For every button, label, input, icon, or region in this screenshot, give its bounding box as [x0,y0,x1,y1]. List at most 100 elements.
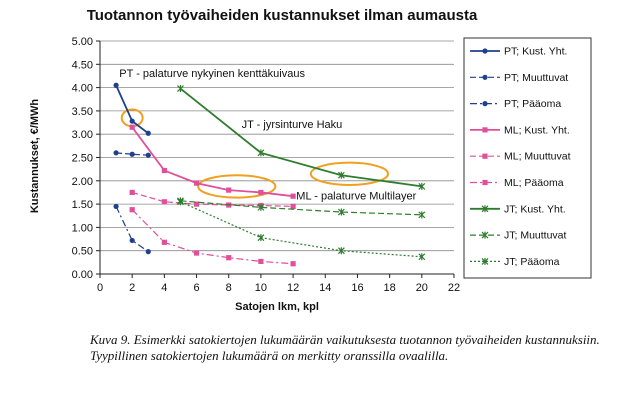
legend-item: JT; Kust. Yht. [470,203,566,215]
data-point [257,149,265,157]
data-point [258,258,264,265]
data-point [418,211,426,219]
legend-marker [482,179,488,186]
series-8 [177,198,426,261]
data-point [113,150,119,156]
data-point [418,182,426,190]
data-point [258,189,264,196]
series-6 [177,85,426,190]
legend-marker [481,231,489,239]
x-tick-label: 20 [416,282,428,294]
x-tick-label: 6 [193,282,199,294]
data-point [257,203,265,211]
x-tick-label: 16 [351,282,363,294]
legend-marker [481,205,489,213]
highlight-oval [309,161,390,186]
legend-item: PT; Pääoma [470,98,561,110]
data-point [129,189,135,196]
data-point [129,118,135,124]
legend-marker [481,257,489,265]
data-point [113,203,119,210]
y-tick-label: 1.50 [72,199,93,211]
legend-item: PT; Muuttuvat [470,72,568,84]
data-point [145,249,151,255]
data-point [290,193,296,199]
y-axis-title: Kustannukset, €/MWh [29,99,41,214]
series-line [179,87,422,188]
data-point [290,261,296,267]
legend-label: ML; Kust. Yht. [504,124,570,136]
legend-item: ML; Muuttuvat [470,151,571,163]
data-point [161,239,167,245]
series-0 [113,82,151,136]
figure-caption: Kuva 9. Esimerkki satokiertojen lukumäär… [90,332,600,363]
x-axis-title: Satojen lkm, kpl [235,301,319,313]
legend-label: JT; Muuttuvat [504,230,567,242]
x-tick-label: 18 [384,282,396,294]
chart-annotation: PT - palaturve nykyinen kenttäkuivaus [119,68,305,80]
legend: PT; Kust. Yht. PT; Muuttuvat PT; Pääoma ML;… [463,37,592,279]
data-point [257,234,265,242]
x-tick-label: 8 [226,282,232,294]
data-point [226,187,232,193]
x-tick-label: 4 [161,282,167,294]
data-point [161,167,167,174]
legend-label: PT; Muuttuvat [504,72,568,84]
data-point [226,255,232,261]
legend-label: PT; Pääoma [504,98,561,110]
cost-chart: Tuotannon työvaiheiden kustannukset ilma… [29,7,592,313]
legend-label: ML; Muuttuvat [504,151,571,163]
data-point [193,201,200,207]
legend-marker [482,74,488,80]
chart-title: Tuotannon työvaiheiden kustannukset ilma… [87,7,478,24]
x-tick-label: 2 [129,282,135,294]
series-2 [113,203,151,255]
series-layer [113,82,426,267]
legend-label: ML; Pääoma [504,177,564,189]
x-tick-label: 14 [319,282,331,294]
data-point [177,85,184,93]
series-1 [113,150,151,158]
data-point [337,171,345,179]
data-point [113,82,119,88]
y-tick-label: 4.50 [72,59,93,71]
y-tick-label: 4.00 [72,83,93,95]
legend-item: ML; Kust. Yht. [470,124,570,136]
x-tick-label: 12 [287,282,299,294]
series-7 [177,197,426,219]
series-line [132,191,294,208]
data-point [418,253,426,261]
y-tick-label: 1.00 [72,222,93,234]
data-point [145,152,151,158]
series-3 [129,124,296,199]
data-point [337,247,345,255]
data-point [129,207,135,213]
data-point [161,199,167,205]
series-line [131,126,294,198]
data-point [193,180,200,186]
highlight-oval [120,108,144,128]
x-tick-label: 10 [255,282,267,294]
y-tick-label: 3.00 [72,129,93,141]
data-point [129,237,135,244]
data-point [129,124,135,130]
y-tick-label: 2.50 [72,153,93,165]
data-point [129,151,135,157]
legend-label: JT; Kust. Yht. [504,203,566,215]
series-line [115,206,149,253]
series-5 [129,207,296,267]
legend-marker [482,101,488,107]
series-line [131,209,294,265]
series-line [180,201,422,258]
highlight-ovals [120,108,390,199]
chart-annotation: JT - jyrsinturve Haku [242,119,343,131]
y-tick-label: 3.50 [72,106,93,118]
data-point [193,250,200,256]
legend-label: JT; Pääoma [504,256,560,268]
x-tick-label: 0 [97,282,103,294]
legend-marker [482,127,488,133]
x-tick-label: 22 [448,282,460,294]
legend-marker [482,153,488,159]
axes: 0.00 0.50 1.00 1.50 2.00 2.50 3.00 3.50 4.00 4.50… [72,36,461,294]
legend-label: PT; Kust. Yht. [504,46,567,58]
